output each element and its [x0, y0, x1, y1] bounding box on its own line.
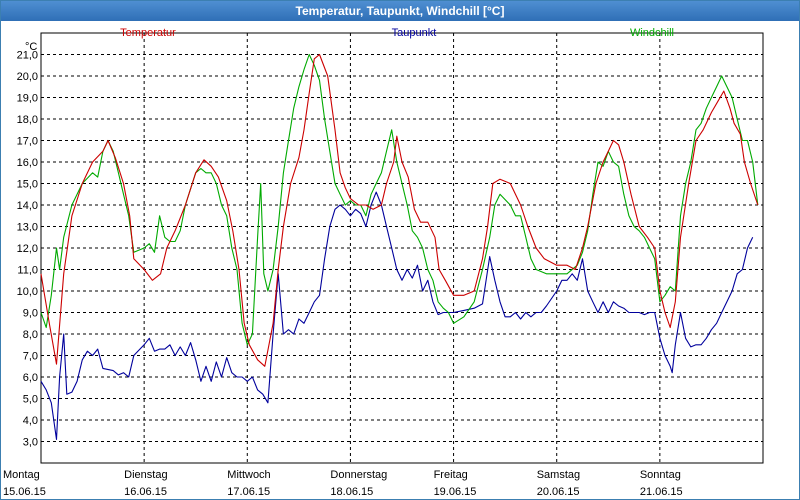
x-tick-day: Dienstag — [124, 469, 167, 481]
y-tick-label: 13,0 — [17, 222, 38, 234]
y-tick-label: 8,0 — [23, 329, 38, 341]
x-tick-day: Freitag — [434, 469, 468, 481]
x-tick-day: Samstag — [537, 469, 580, 481]
y-tick-label: 5,0 — [23, 394, 38, 406]
x-tick-date: 16.06.15 — [124, 486, 167, 498]
series-line-windchill — [40, 53, 759, 346]
y-tick-label: 17,0 — [17, 136, 38, 148]
y-tick-label: 7,0 — [23, 351, 38, 363]
series-line-temperatur — [40, 53, 759, 367]
y-tick-label: 14,0 — [17, 200, 38, 212]
y-tick-label: 11,0 — [17, 265, 38, 277]
y-tick-label: 16,0 — [17, 157, 38, 169]
y-tick-label: 15,0 — [17, 179, 38, 191]
y-tick-label: 20,0 — [17, 71, 38, 83]
legend-windchill: Windchill — [630, 27, 674, 39]
y-axis-unit: °C — [25, 41, 37, 53]
window-title: Temperatur, Taupunkt, Windchill [°C] — [1, 1, 799, 21]
x-tick-date: 19.06.15 — [434, 486, 477, 498]
y-tick-label: 19,0 — [17, 93, 38, 105]
chart-canvas: 3,0 4,0 5,0 6,0 7,0 8,0 9,0 10,0 11,0 12,0 13,0 14,… — [3, 27, 764, 498]
y-tick-label: 18,0 — [17, 114, 38, 126]
x-tick-date: 15.06.15 — [3, 486, 46, 498]
x-tick-day: Sonntag — [640, 469, 681, 481]
x-tick-date: 18.06.15 — [330, 486, 373, 498]
y-tick-label: 21,0 — [17, 50, 38, 62]
series-line-taupunkt — [40, 191, 754, 440]
y-tick-label: 9,0 — [23, 308, 38, 320]
x-tick-date: 21.06.15 — [640, 486, 683, 498]
x-tick-date: 20.06.15 — [537, 486, 580, 498]
legend-temperatur: Temperatur — [120, 27, 176, 39]
x-tick-day: Donnerstag — [330, 469, 387, 481]
x-tick-day: Mittwoch — [227, 469, 270, 481]
x-tick-date: 17.06.15 — [227, 486, 270, 498]
plot-frame — [40, 32, 764, 464]
y-tick-label: 3,0 — [23, 437, 38, 449]
y-tick-label: 6,0 — [23, 372, 38, 384]
y-tick-label: 10,0 — [17, 286, 38, 298]
y-tick-label: 12,0 — [17, 243, 38, 255]
x-tick-day: Montag — [3, 469, 40, 481]
legend-taupunkt: Taupunkt — [392, 27, 437, 39]
y-tick-label: 4,0 — [23, 415, 38, 427]
